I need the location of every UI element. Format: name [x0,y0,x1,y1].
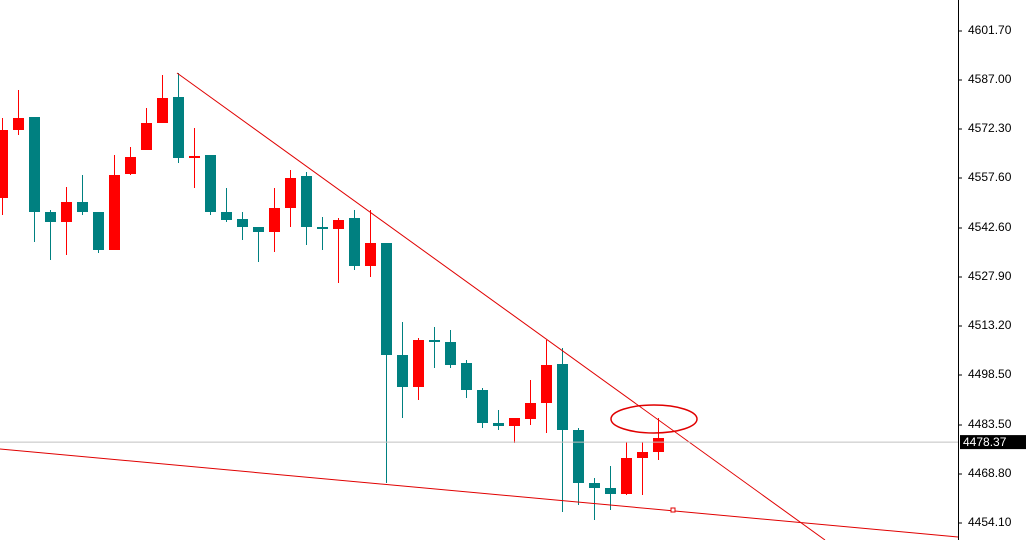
candle-body [493,423,504,426]
candle-body [109,175,120,250]
candle-body [205,155,216,212]
y-tick-label: 4557.60 [968,170,1012,184]
candle-body [477,390,488,423]
y-tick-label: 4483.50 [968,417,1012,431]
candle-body [653,438,664,452]
candle-body [317,227,328,229]
candle-body [13,118,24,130]
y-tick-label: 4601.70 [968,23,1012,37]
candle-body [333,220,344,229]
candle-body [445,342,456,365]
candle-body [269,208,280,232]
candle-body [573,430,584,483]
candle-body [173,97,184,158]
highlight-ellipse [610,404,698,434]
candle-body [189,156,200,158]
candle-body [365,243,376,266]
candles [0,73,664,520]
candle-body [541,365,552,403]
candle-body [461,363,472,390]
y-tick-label: 4527.90 [968,269,1012,283]
candle-body [45,212,56,222]
candle-body [557,364,568,430]
y-tick-label: 4513.20 [968,318,1012,332]
anchor-point [670,507,676,513]
candle-body [125,157,136,174]
candle-body [605,488,616,494]
candle-body [77,202,88,212]
candle-body [637,452,648,458]
current-price-box [960,435,1026,450]
candle-body [589,483,600,488]
candle-body [0,130,8,198]
candle-body [397,355,408,387]
current-price-label: 4478.37 [963,435,1007,449]
candle-body [285,178,296,208]
candle-body [237,219,248,227]
candle-body [253,227,264,232]
candle-body [349,218,360,266]
candle-body [413,340,424,387]
candle-body [509,418,520,426]
candle-body [621,458,632,494]
candle-body [381,243,392,355]
candle-body [93,212,104,250]
y-tick-label: 4572.30 [968,121,1012,135]
candle-body [61,202,72,222]
trend-line [176,72,826,540]
y-tick-label: 4468.80 [968,466,1012,480]
y-tick-label: 4454.10 [968,515,1012,529]
candle-body [141,123,152,150]
y-tick-label: 4587.00 [968,72,1012,86]
candle-body [301,176,312,227]
y-tick-label: 4498.50 [968,367,1012,381]
y-tick-label: 4542.60 [968,220,1012,234]
candle-body [429,340,440,342]
candle-body [29,117,40,212]
candle-body [525,403,536,419]
candle-body [221,212,232,220]
trend-line [0,448,959,538]
candle-body [157,98,168,123]
